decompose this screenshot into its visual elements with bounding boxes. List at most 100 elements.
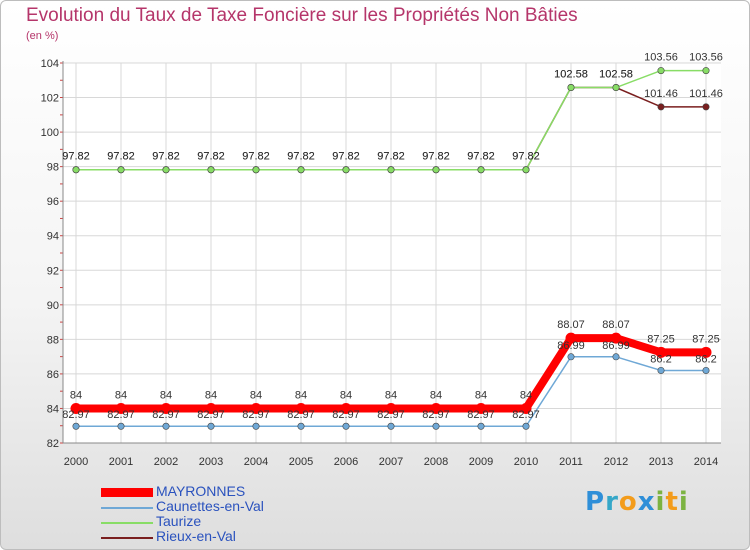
data-point xyxy=(295,402,307,414)
data-label: 84 xyxy=(520,389,532,401)
x-tick-label: 2006 xyxy=(334,456,358,468)
data-point xyxy=(430,402,442,414)
data-label: 97.82 xyxy=(62,151,90,163)
data-label: 97.82 xyxy=(377,151,405,163)
data-point xyxy=(205,402,217,414)
data-label: 82.97 xyxy=(107,409,135,421)
legend-swatch-taurize xyxy=(101,522,153,524)
data-labels: 84 84 84 84 84 84 84 84 84 84 84 88.07 88.07 87.25 87.… xyxy=(62,52,723,422)
legend-swatch-caunettes-en-val xyxy=(101,507,153,509)
data-point xyxy=(612,84,620,92)
x-tick-label: 2013 xyxy=(649,456,673,468)
x-tick-label: 2012 xyxy=(604,456,628,468)
data-label: 102.58 xyxy=(554,69,588,81)
data-label: 82.97 xyxy=(377,409,405,421)
x-tick-label: 2001 xyxy=(109,456,133,468)
y-tick-label: 86 xyxy=(47,369,59,381)
data-point xyxy=(567,353,575,361)
data-label: 84 xyxy=(475,389,487,401)
legend-swatch-rieux-en-val xyxy=(101,537,153,539)
data-point xyxy=(520,402,532,414)
data-label: 84 xyxy=(70,389,82,401)
data-point xyxy=(162,422,170,430)
y-tick-label: 90 xyxy=(47,300,59,312)
data-label: 88.07 xyxy=(602,319,630,331)
data-point xyxy=(252,422,260,430)
data-point xyxy=(162,166,170,174)
data-point xyxy=(610,332,622,344)
data-point xyxy=(702,67,710,75)
data-point xyxy=(432,166,440,174)
data-label: 97.82 xyxy=(287,151,315,163)
data-label: 97.82 xyxy=(242,151,270,163)
y-tick-label: 102 xyxy=(41,93,59,105)
data-label: 97.82 xyxy=(512,151,540,163)
data-label: 84 xyxy=(340,389,352,401)
data-point xyxy=(567,84,575,92)
legend-label: Taurize xyxy=(156,513,202,529)
data-point xyxy=(250,402,262,414)
data-point xyxy=(342,166,350,174)
data-point xyxy=(432,422,440,430)
data-label: 103.56 xyxy=(644,52,678,64)
data-label: 86.99 xyxy=(557,340,585,352)
y-tick-label: 84 xyxy=(47,403,59,415)
data-point xyxy=(340,402,352,414)
y-axis-unit-label: (en %) xyxy=(26,30,59,42)
data-point xyxy=(612,353,620,361)
legend-swatch-mayronnes xyxy=(101,488,153,497)
x-tick-label: 2003 xyxy=(199,456,223,468)
data-label: 97.82 xyxy=(152,151,180,163)
chart-title: Evolution du Taux de Taxe Foncière sur l… xyxy=(26,5,578,26)
data-label: 82.97 xyxy=(422,409,450,421)
data-label: 82.97 xyxy=(512,409,540,421)
data-point xyxy=(702,103,710,111)
data-label: 84 xyxy=(205,389,217,401)
data-label: 102.58 xyxy=(554,69,588,81)
data-label: 97.82 xyxy=(422,151,450,163)
data-label: 101.46 xyxy=(644,88,678,100)
plot-background xyxy=(63,63,721,443)
data-label: 97.82 xyxy=(152,151,180,163)
data-point xyxy=(657,366,665,374)
data-point xyxy=(477,166,485,174)
data-label: 86.2 xyxy=(695,353,716,365)
data-point xyxy=(522,166,530,174)
data-label: 82.97 xyxy=(287,409,315,421)
legend-label: MAYRONNES xyxy=(156,483,246,499)
data-point xyxy=(207,166,215,174)
data-label: 97.82 xyxy=(377,151,405,163)
data-label: 86.99 xyxy=(602,340,630,352)
y-tick-label: 92 xyxy=(47,265,59,277)
data-label: 97.82 xyxy=(332,151,360,163)
series-lines xyxy=(70,67,712,430)
data-label: 97.82 xyxy=(107,151,135,163)
x-tick-label: 2014 xyxy=(694,456,718,468)
data-point xyxy=(252,166,260,174)
data-label: 103.56 xyxy=(689,52,723,64)
data-label: 97.82 xyxy=(422,151,450,163)
data-label: 97.82 xyxy=(107,151,135,163)
x-tick-label: 2010 xyxy=(514,456,538,468)
data-point xyxy=(115,402,127,414)
data-label: 84 xyxy=(385,389,397,401)
data-point xyxy=(72,422,80,430)
data-label: 82.97 xyxy=(62,409,90,421)
x-tick-label: 2007 xyxy=(379,456,403,468)
data-point xyxy=(522,422,530,430)
data-label: 101.46 xyxy=(689,88,723,100)
data-label: 97.82 xyxy=(287,151,315,163)
data-label: 97.82 xyxy=(467,151,495,163)
data-label: 87.25 xyxy=(647,333,675,345)
data-label: 82.97 xyxy=(242,409,270,421)
data-label: 86.2 xyxy=(650,353,671,365)
y-tick-label: 94 xyxy=(47,231,59,243)
data-point xyxy=(207,422,215,430)
proxiti-logo: Proxiti xyxy=(585,487,689,517)
data-label: 102.58 xyxy=(599,69,633,81)
data-label: 82.97 xyxy=(152,409,180,421)
y-tick-label: 98 xyxy=(47,162,59,174)
data-point xyxy=(387,422,395,430)
